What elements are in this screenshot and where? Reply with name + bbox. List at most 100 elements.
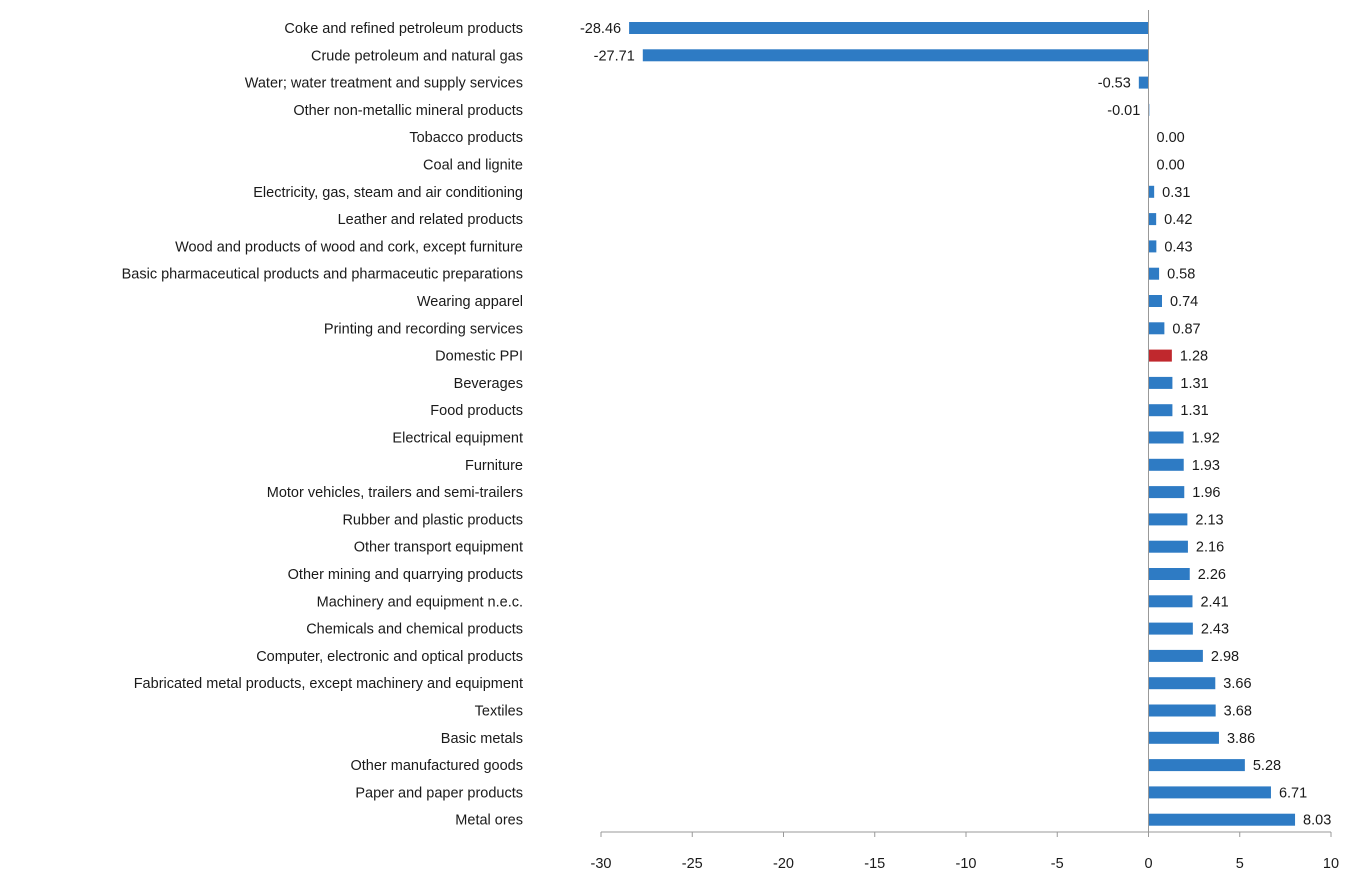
x-tick-label: 5 bbox=[1236, 856, 1244, 872]
bar-domestic-ppi bbox=[1148, 349, 1172, 362]
bar-paper-and-paper-products bbox=[1148, 786, 1271, 799]
bar-other-manufactured-goods bbox=[1148, 759, 1245, 772]
category-label-metal-ores: Metal ores bbox=[455, 813, 523, 829]
value-label-basic-metals: 3.86 bbox=[1227, 731, 1255, 747]
category-label-beverages: Beverages bbox=[454, 376, 523, 392]
value-label-water-water-treatment-and-supply-services: -0.53 bbox=[1098, 76, 1131, 92]
bar-other-mining-and-quarrying-products bbox=[1148, 568, 1190, 580]
category-label-furniture: Furniture bbox=[465, 458, 523, 474]
category-labels: Coke and refined petroleum products Crude… bbox=[122, 21, 523, 829]
category-label-wood-and-products-of-wood-and-cork-except-furniture: Wood and products of wood and cork, exce… bbox=[175, 239, 523, 255]
value-label-other-mining-and-quarrying-products: 2.26 bbox=[1198, 567, 1226, 583]
category-label-computer-electronic-and-optical-products: Computer, electronic and optical product… bbox=[256, 649, 523, 665]
category-label-paper-and-paper-products: Paper and paper products bbox=[355, 785, 523, 801]
value-labels: -28.46 -27.71 -0.53 -0.01 0.00 0.00 0.31 0.42 0.… bbox=[580, 21, 1331, 829]
value-label-machinery-and-equipment-n-e-c: 2.41 bbox=[1200, 594, 1228, 610]
value-label-textiles: 3.68 bbox=[1224, 704, 1252, 720]
category-label-textiles: Textiles bbox=[475, 704, 523, 720]
category-label-fabricated-metal-products-except-machinery-and-equipment: Fabricated metal products, except machin… bbox=[134, 676, 523, 692]
value-label-rubber-and-plastic-products: 2.13 bbox=[1195, 512, 1223, 528]
x-tick-label: -10 bbox=[956, 856, 977, 872]
value-label-chemicals-and-chemical-products: 2.43 bbox=[1201, 622, 1229, 638]
bar-other-transport-equipment bbox=[1148, 540, 1188, 553]
category-label-electrical-equipment: Electrical equipment bbox=[392, 431, 523, 447]
bar-machinery-and-equipment-n-e-c bbox=[1148, 595, 1193, 608]
bar-beverages bbox=[1148, 376, 1173, 389]
category-label-domestic-ppi: Domestic PPI bbox=[435, 349, 523, 365]
bar-water-water-treatment-and-supply-services bbox=[1138, 76, 1149, 89]
bar-food-products bbox=[1148, 404, 1173, 417]
value-label-computer-electronic-and-optical-products: 2.98 bbox=[1211, 649, 1239, 665]
value-label-furniture: 1.93 bbox=[1192, 458, 1220, 474]
value-label-printing-and-recording-services: 0.87 bbox=[1172, 321, 1200, 337]
x-tick-label: -15 bbox=[864, 856, 885, 872]
category-label-food-products: Food products bbox=[430, 403, 523, 419]
bar-electricity-gas-steam-and-air-conditioning bbox=[1148, 185, 1155, 198]
axis-layer bbox=[600, 10, 1332, 837]
value-label-beverages: 1.31 bbox=[1180, 376, 1208, 392]
value-label-other-transport-equipment: 2.16 bbox=[1196, 540, 1224, 556]
value-label-wearing-apparel: 0.74 bbox=[1170, 294, 1198, 310]
bar-leather-and-related-products bbox=[1148, 213, 1157, 226]
value-label-metal-ores: 8.03 bbox=[1303, 813, 1331, 829]
value-label-tobacco-products: 0.00 bbox=[1157, 130, 1185, 146]
bar-crude-petroleum-and-natural-gas bbox=[642, 49, 1149, 62]
value-label-domestic-ppi: 1.28 bbox=[1180, 349, 1208, 365]
bar-coke-and-refined-petroleum-products bbox=[629, 22, 1149, 34]
bar-wood-and-products-of-wood-and-cork-except-furniture bbox=[1148, 240, 1157, 253]
value-label-other-manufactured-goods: 5.28 bbox=[1253, 758, 1281, 774]
category-label-other-mining-and-quarrying-products: Other mining and quarrying products bbox=[288, 567, 523, 583]
bars-layer bbox=[629, 22, 1296, 826]
bar-textiles bbox=[1148, 704, 1216, 717]
x-tick-labels: -30 -25 -20 -15 -10 -5 0 5 10 bbox=[591, 856, 1340, 872]
category-label-wearing-apparel: Wearing apparel bbox=[417, 294, 523, 310]
category-label-printing-and-recording-services: Printing and recording services bbox=[324, 321, 523, 337]
category-label-coal-and-lignite: Coal and lignite bbox=[423, 158, 523, 174]
bar-wearing-apparel bbox=[1148, 295, 1163, 307]
category-label-motor-vehicles-trailers-and-semi-trailers: Motor vehicles, trailers and semi-traile… bbox=[267, 485, 523, 501]
value-label-paper-and-paper-products: 6.71 bbox=[1279, 785, 1307, 801]
value-label-crude-petroleum-and-natural-gas: -27.71 bbox=[594, 48, 635, 64]
category-label-crude-petroleum-and-natural-gas: Crude petroleum and natural gas bbox=[311, 48, 523, 64]
category-label-other-transport-equipment: Other transport equipment bbox=[354, 540, 523, 556]
x-tick-label: -20 bbox=[773, 856, 794, 872]
x-tick-label: -30 bbox=[591, 856, 612, 872]
value-label-coke-and-refined-petroleum-products: -28.46 bbox=[580, 21, 621, 37]
value-label-electrical-equipment: 1.92 bbox=[1192, 431, 1220, 447]
bar-motor-vehicles-trailers-and-semi-trailers bbox=[1148, 486, 1185, 499]
bar-printing-and-recording-services bbox=[1148, 322, 1165, 335]
category-label-electricity-gas-steam-and-air-conditioning: Electricity, gas, steam and air conditio… bbox=[253, 185, 523, 201]
bar-computer-electronic-and-optical-products bbox=[1148, 649, 1203, 662]
x-tick-label: -25 bbox=[682, 856, 703, 872]
bar-chemicals-and-chemical-products bbox=[1148, 622, 1193, 635]
bar-metal-ores bbox=[1148, 813, 1296, 826]
bar-basic-pharmaceutical-products-and-pharmaceutic-preparations bbox=[1148, 267, 1160, 280]
bar-electrical-equipment bbox=[1148, 431, 1184, 444]
category-label-tobacco-products: Tobacco products bbox=[409, 130, 523, 146]
category-label-basic-metals: Basic metals bbox=[441, 731, 523, 747]
value-label-other-non-metallic-mineral-products: -0.01 bbox=[1107, 103, 1140, 119]
category-label-other-non-metallic-mineral-products: Other non-metallic mineral products bbox=[293, 103, 523, 119]
x-tick-label: 10 bbox=[1323, 856, 1339, 872]
category-label-chemicals-and-chemical-products: Chemicals and chemical products bbox=[306, 622, 523, 638]
category-label-leather-and-related-products: Leather and related products bbox=[338, 212, 523, 228]
category-label-other-manufactured-goods: Other manufactured goods bbox=[351, 758, 524, 774]
category-label-basic-pharmaceutical-products-and-pharmaceutic-preparations: Basic pharmaceutical products and pharma… bbox=[122, 267, 523, 283]
bar-rubber-and-plastic-products bbox=[1148, 513, 1188, 526]
value-label-leather-and-related-products: 0.42 bbox=[1164, 212, 1192, 228]
value-label-coal-and-lignite: 0.00 bbox=[1157, 158, 1185, 174]
category-label-rubber-and-plastic-products: Rubber and plastic products bbox=[342, 512, 523, 528]
category-label-coke-and-refined-petroleum-products: Coke and refined petroleum products bbox=[284, 21, 523, 37]
category-label-machinery-and-equipment-n-e-c: Machinery and equipment n.e.c. bbox=[317, 594, 523, 610]
x-tick-label: 0 bbox=[1144, 856, 1152, 872]
bar-basic-metals bbox=[1148, 731, 1219, 744]
value-label-food-products: 1.31 bbox=[1180, 403, 1208, 419]
value-label-basic-pharmaceutical-products-and-pharmaceutic-preparations: 0.58 bbox=[1167, 267, 1195, 283]
bar-furniture bbox=[1148, 458, 1184, 471]
bar-fabricated-metal-products-except-machinery-and-equipment bbox=[1148, 677, 1216, 690]
value-label-fabricated-metal-products-except-machinery-and-equipment: 3.66 bbox=[1223, 676, 1251, 692]
value-label-electricity-gas-steam-and-air-conditioning: 0.31 bbox=[1162, 185, 1190, 201]
value-label-wood-and-products-of-wood-and-cork-except-furniture: 0.43 bbox=[1164, 239, 1192, 255]
